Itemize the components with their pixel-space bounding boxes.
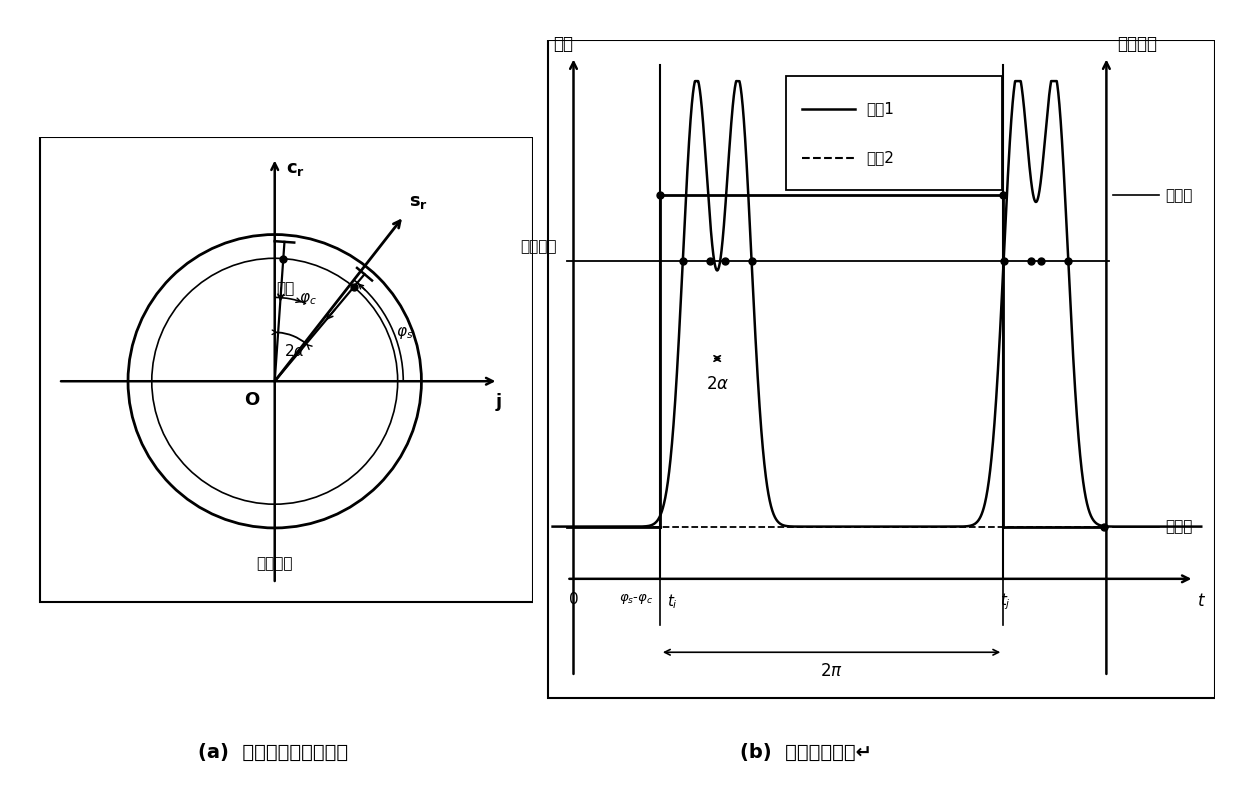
Text: $2\alpha$: $2\alpha$ — [706, 375, 729, 393]
Text: $\mathbf{O}$: $\mathbf{O}$ — [244, 391, 260, 409]
Text: 阈値电压: 阈値电压 — [521, 239, 557, 254]
Text: $t$: $t$ — [1197, 592, 1205, 610]
Text: 光缝: 光缝 — [277, 281, 295, 296]
Text: $2\pi$: $2\pi$ — [820, 662, 843, 680]
Text: 曲线2: 曲线2 — [867, 150, 894, 165]
Text: $t_i$: $t_i$ — [667, 592, 678, 611]
Text: $\mathbf{c_r}$: $\mathbf{c_r}$ — [286, 160, 305, 178]
Text: $2\alpha$: $2\alpha$ — [284, 343, 305, 359]
Text: 弹体截面: 弹体截面 — [257, 556, 293, 571]
Text: $t_j$: $t_j$ — [1001, 592, 1012, 613]
Text: 高电平: 高电平 — [1166, 188, 1193, 203]
Text: 低电平: 低电平 — [1166, 519, 1193, 534]
Text: 电压: 电压 — [553, 35, 573, 53]
Text: 0: 0 — [569, 592, 578, 607]
Text: (b)  电平输出信号↵: (b) 电平输出信号↵ — [740, 743, 872, 762]
Text: 电平信号: 电平信号 — [1117, 35, 1158, 53]
Bar — [786, 77, 1002, 190]
Text: $\mathbf{j}$: $\mathbf{j}$ — [496, 391, 502, 413]
Text: $\varphi_s$-$\varphi_c$: $\varphi_s$-$\varphi_c$ — [619, 592, 653, 606]
Text: $\varphi_s$: $\varphi_s$ — [396, 326, 413, 341]
Text: $\varphi_c$: $\varphi_c$ — [299, 291, 317, 307]
Text: (a)  太阳方位敏感示意图: (a) 太阳方位敏感示意图 — [197, 743, 348, 762]
Text: $\mathbf{s_r}$: $\mathbf{s_r}$ — [409, 193, 428, 210]
Text: 曲线1: 曲线1 — [867, 102, 894, 116]
